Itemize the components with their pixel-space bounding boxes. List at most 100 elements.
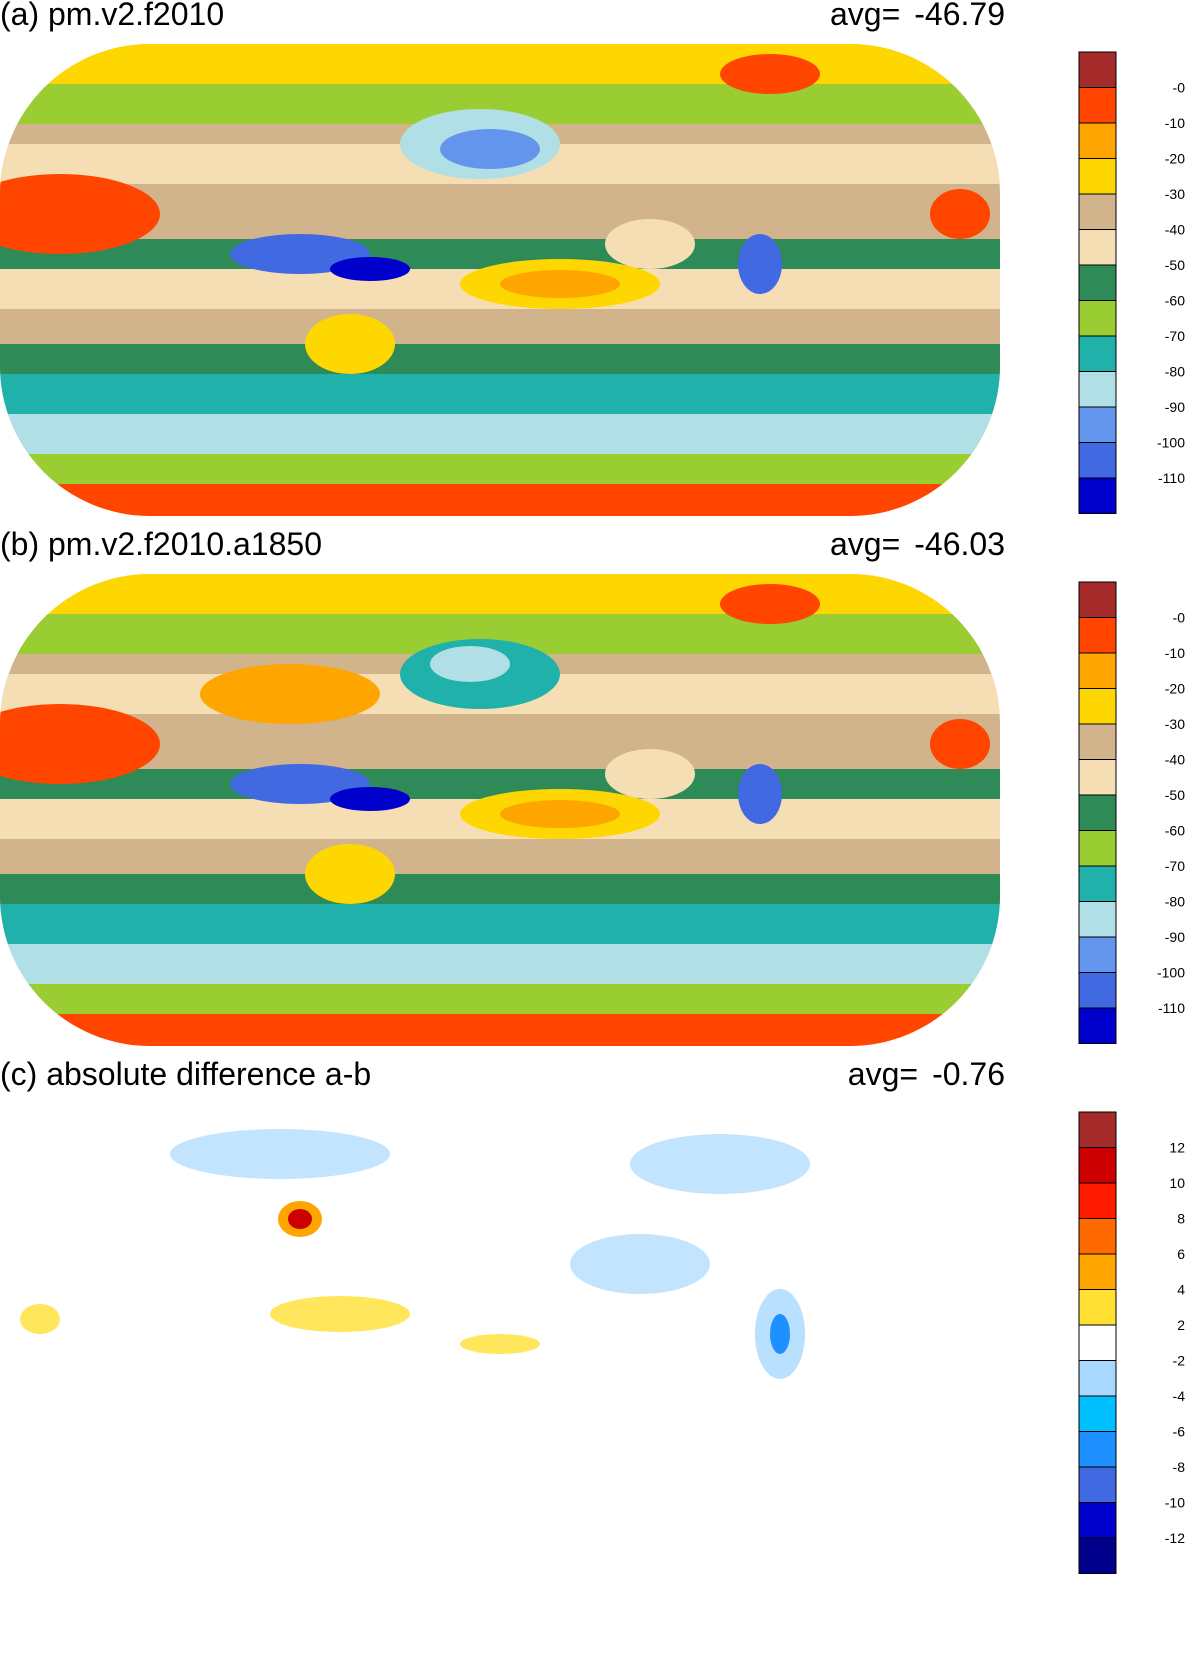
- avg-label: avg=: [829, 526, 901, 562]
- panel-average: avg= -0.76: [834, 1056, 1005, 1093]
- colorbar-swatches: [1078, 581, 1117, 1044]
- colorbar-label: 4: [1177, 1282, 1185, 1298]
- colorbar-swatch: [1078, 1537, 1117, 1574]
- colorbar-label: 6: [1177, 1246, 1185, 1262]
- colorbar-swatch: [1078, 87, 1117, 124]
- world-map: [0, 574, 1000, 1046]
- avg-value: -0.76: [932, 1056, 1005, 1092]
- colorbar-swatch: [1078, 1182, 1117, 1219]
- panel-a: (a) pm.v2.f2010 avg= -46.79: [0, 0, 1191, 559]
- colorbar-swatch: [1078, 442, 1117, 479]
- world-map: [0, 44, 1000, 516]
- colorbar-labels: 12 10 8 6 4 2 -2 -4 -6 -8 -10 -12: [1165, 1140, 1185, 1547]
- colorbar-label: -8: [1173, 1459, 1186, 1475]
- world-map: [0, 1104, 1000, 1576]
- colorbar-label: -100: [1157, 435, 1185, 451]
- colorbar-swatch: [1078, 1218, 1117, 1255]
- colorbar-swatch: [1078, 122, 1117, 159]
- colorbar-label: -80: [1165, 894, 1185, 910]
- colorbar-label: -70: [1165, 858, 1185, 874]
- colorbar-swatch: [1078, 264, 1117, 301]
- colorbar-swatch: [1078, 1007, 1117, 1044]
- colorbar-swatch: [1078, 688, 1117, 725]
- colorbar-swatch: [1078, 1111, 1117, 1148]
- panel-c: (c) absolute difference a-b avg= -0.76 12…: [0, 1056, 1191, 1619]
- colorbar-label: -60: [1165, 293, 1185, 309]
- panel-title: (a) pm.v2.f2010: [0, 0, 225, 32]
- colorbar-swatches: [1078, 51, 1117, 514]
- colorbar-swatch: [1078, 1466, 1117, 1503]
- colorbar-label: -12: [1165, 1530, 1185, 1546]
- colorbar-label: -80: [1165, 364, 1185, 380]
- colorbar-label: -6: [1173, 1424, 1186, 1440]
- colorbar: 12 10 8 6 4 2 -2 -4 -6 -8 -10 -12: [1078, 1111, 1185, 1574]
- colorbar-label: -2: [1173, 1353, 1186, 1369]
- colorbar-label: -20: [1165, 681, 1185, 697]
- colorbar-swatch: [1078, 51, 1117, 88]
- colorbar-swatch: [1078, 794, 1117, 831]
- colorbar-swatch: [1078, 1253, 1117, 1290]
- colorbar-swatch: [1078, 723, 1117, 760]
- panel-average: avg= -46.03: [816, 526, 1005, 563]
- colorbar-label: -40: [1165, 752, 1185, 768]
- colorbar-label: -0: [1173, 80, 1186, 96]
- colorbar-label: -50: [1165, 257, 1185, 273]
- colorbar-label: -60: [1165, 823, 1185, 839]
- colorbar-label: -40: [1165, 222, 1185, 238]
- panel-title: (c) absolute difference a-b: [0, 1056, 372, 1092]
- avg-value: -46.79: [914, 0, 1005, 32]
- colorbar-swatch: [1078, 335, 1117, 372]
- colorbar-label: -70: [1165, 328, 1185, 344]
- colorbar-label: -30: [1165, 186, 1185, 202]
- panel-average: avg= -46.79: [816, 0, 1005, 33]
- colorbar: -0 -10 -20 -30 -40 -50 -60 -70 -80 -90 -100 -110: [1078, 581, 1185, 1044]
- avg-value: -46.03: [914, 526, 1005, 562]
- panel-b: (b) pm.v2.f2010.a1850 avg= -46.03: [0, 526, 1191, 1089]
- colorbar-label: -110: [1158, 470, 1185, 486]
- colorbar-swatch: [1078, 936, 1117, 973]
- colorbar-swatch: [1078, 158, 1117, 195]
- colorbar-label: -10: [1165, 115, 1185, 131]
- colorbar-swatch: [1078, 1147, 1117, 1184]
- colorbar-swatch: [1078, 371, 1117, 408]
- colorbar-swatch: [1078, 1502, 1117, 1539]
- avg-label: avg=: [829, 0, 901, 32]
- colorbar-label: -90: [1165, 929, 1185, 945]
- colorbar-label: -30: [1165, 716, 1185, 732]
- colorbar-swatch: [1078, 1360, 1117, 1397]
- colorbar-swatch: [1078, 229, 1117, 266]
- colorbar-swatch: [1078, 759, 1117, 796]
- panel-title: (b) pm.v2.f2010.a1850: [0, 526, 322, 562]
- colorbar-label: 10: [1169, 1175, 1185, 1191]
- colorbar-label: -0: [1173, 610, 1186, 626]
- colorbar-swatch: [1078, 1395, 1117, 1432]
- colorbar-swatch: [1078, 406, 1117, 443]
- colorbar-swatch: [1078, 193, 1117, 230]
- colorbar-label: 2: [1177, 1317, 1185, 1333]
- colorbar-swatches: [1078, 1111, 1117, 1574]
- colorbar-swatch: [1078, 652, 1117, 689]
- colorbar-label: -110: [1158, 1000, 1185, 1016]
- colorbar-label: 8: [1177, 1211, 1185, 1227]
- colorbar: -0 -10 -20 -30 -40 -50 -60 -70 -80 -90 -100 -110: [1078, 51, 1186, 514]
- colorbar-swatch: [1078, 972, 1117, 1009]
- colorbar-swatch: [1078, 581, 1117, 618]
- colorbar-swatch: [1078, 865, 1117, 902]
- colorbar-swatch: [1078, 901, 1117, 938]
- colorbar-label: -20: [1165, 151, 1185, 167]
- colorbar-swatch: [1078, 1431, 1117, 1468]
- colorbar-label: -4: [1173, 1388, 1186, 1404]
- colorbar-label: -10: [1165, 645, 1185, 661]
- colorbar-swatch: [1078, 477, 1117, 514]
- colorbar-labels: -0 -10 -20 -30 -40 -50 -60 -70 -80 -90 -100 -110: [1157, 610, 1185, 1017]
- colorbar-swatch: [1078, 1324, 1117, 1361]
- colorbar-swatch: [1078, 300, 1117, 337]
- colorbar-label: 12: [1169, 1140, 1185, 1156]
- colorbar-label: -10: [1165, 1495, 1185, 1511]
- avg-label: avg=: [847, 1056, 919, 1092]
- colorbar-label: -100: [1157, 965, 1185, 981]
- colorbar-swatch: [1078, 830, 1117, 867]
- colorbar-label: -50: [1165, 787, 1185, 803]
- colorbar-label: -90: [1165, 399, 1185, 415]
- colorbar-swatch: [1078, 1289, 1117, 1326]
